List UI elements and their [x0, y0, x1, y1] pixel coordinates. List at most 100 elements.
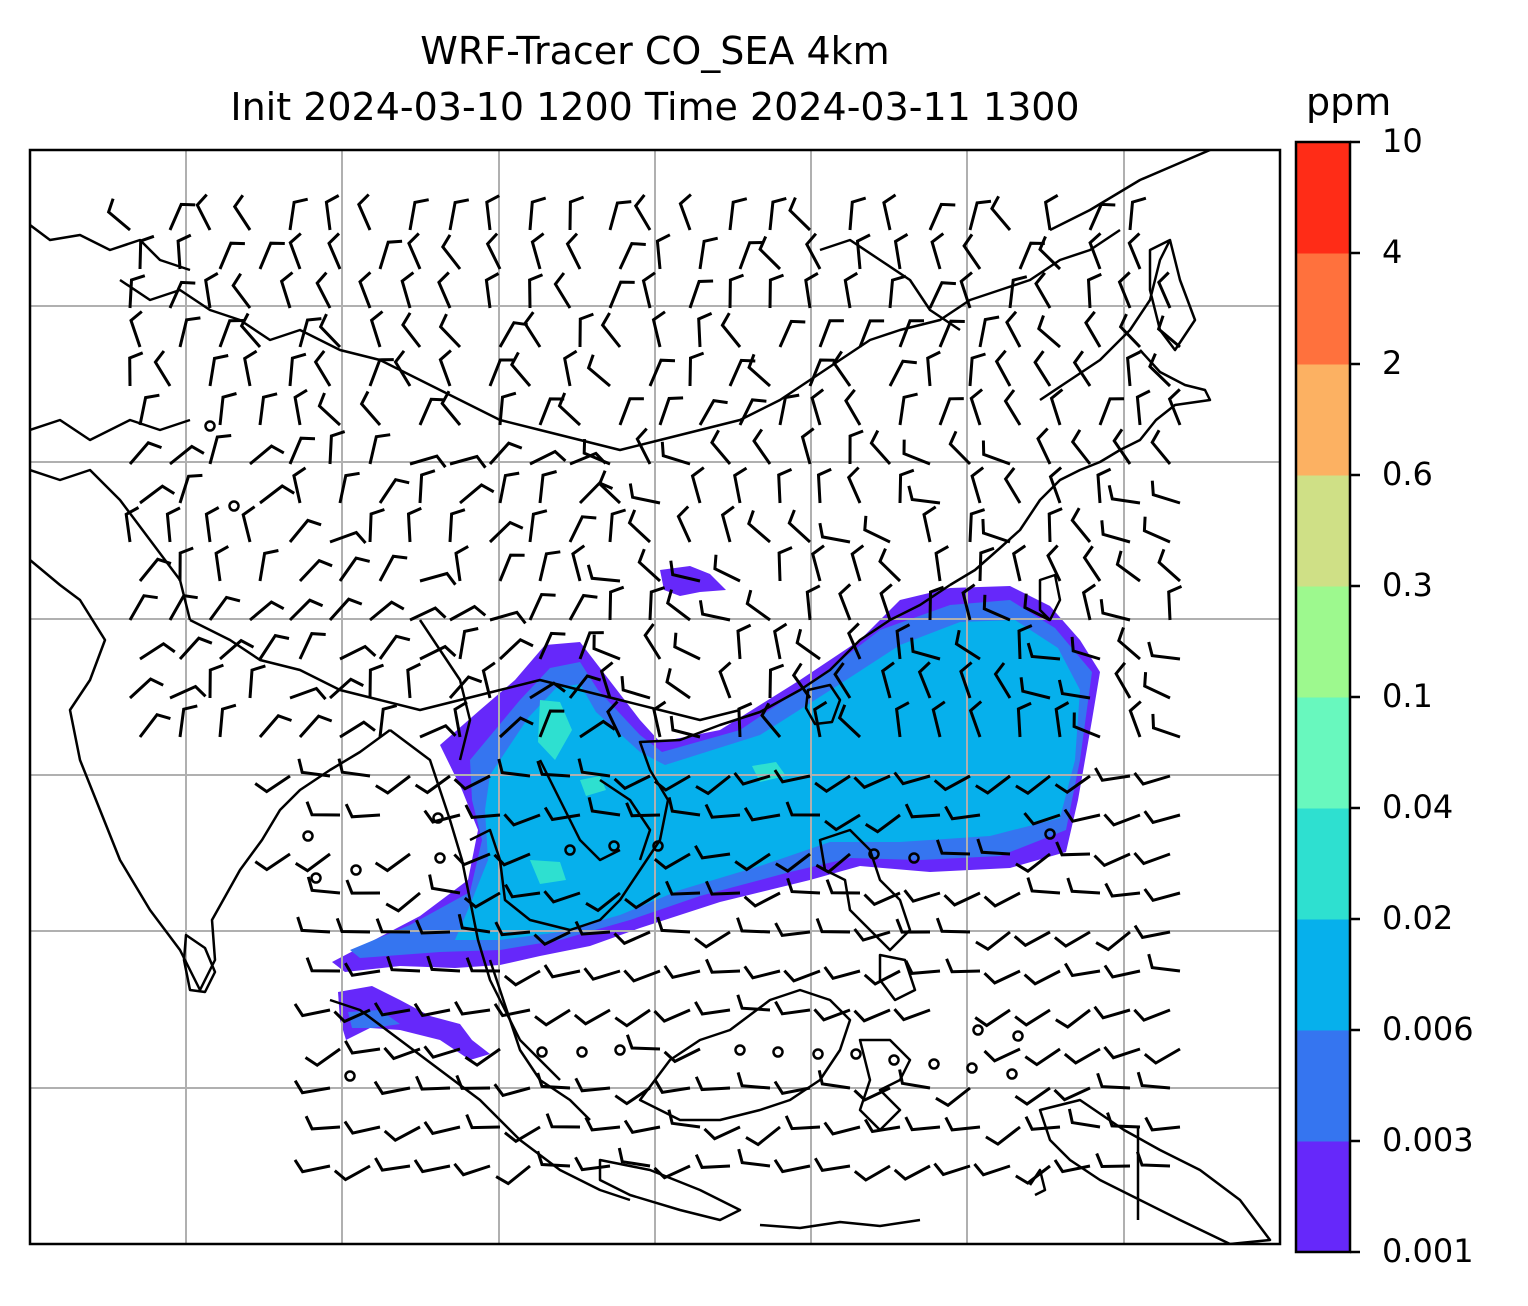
map-frame: [28, 148, 1282, 1246]
wind-barb: [195, 193, 212, 231]
wind-barb: [455, 1074, 491, 1090]
wind-barb: [530, 232, 545, 270]
colorbar-tick-label: 2: [1382, 344, 1403, 382]
wind-barb: [1167, 388, 1182, 426]
wind-barb: [633, 193, 652, 231]
tracer-plume: [332, 566, 1100, 1060]
wind-barb: [736, 623, 752, 660]
wind-barb: [168, 593, 198, 621]
india-coast: [30, 559, 391, 992]
wind-barb: [1143, 888, 1181, 903]
calm-wind-circle: [812, 1048, 824, 1060]
wind-barb: [778, 319, 806, 348]
wind-barb: [344, 803, 381, 819]
wind-barb: [747, 510, 771, 544]
wind-barb: [400, 271, 415, 309]
wind-barb: [614, 1008, 651, 1028]
wind-barb: [305, 957, 341, 973]
wind-barb: [1107, 484, 1141, 505]
wind-barb: [608, 200, 632, 231]
wind-barb: [760, 702, 782, 738]
wind-barb: [917, 661, 932, 699]
wind-barb: [503, 1125, 541, 1144]
wind-barb: [694, 1076, 731, 1092]
wind-barb: [568, 195, 585, 231]
wind-barb: [720, 312, 742, 348]
wind-barb: [305, 801, 341, 817]
wind-barb: [1067, 1108, 1101, 1129]
wind-barb: [1133, 771, 1171, 786]
wind-barb: [823, 966, 861, 981]
wind-barb: [543, 964, 581, 979]
wind-barb: [124, 506, 140, 543]
wind-barb: [968, 352, 986, 387]
wind-barb: [485, 232, 502, 270]
wind-barb: [1115, 550, 1141, 583]
wind-barb: [688, 351, 705, 387]
wind-barbs: [106, 193, 1183, 1186]
wind-barb: [752, 428, 772, 465]
wind-barb: [817, 1069, 851, 1090]
wind-barb: [426, 955, 461, 973]
wind-barb: [453, 1162, 491, 1177]
wind-barb: [954, 629, 981, 661]
wind-barb: [503, 969, 541, 987]
wind-barb: [816, 467, 832, 504]
wind-barb: [617, 1147, 651, 1168]
wind-barb: [922, 505, 937, 543]
wind-barb: [258, 392, 278, 426]
wind-barb: [978, 546, 995, 582]
wind-barb: [745, 1125, 781, 1147]
wind-barb: [981, 440, 1011, 466]
wind-barb: [258, 633, 290, 660]
wind-barb: [808, 358, 835, 387]
calm-wind-circle: [888, 1054, 900, 1066]
wind-barb: [787, 509, 812, 544]
wind-barb: [338, 556, 371, 582]
wind-barb: [258, 714, 293, 738]
wind-barb: [623, 969, 661, 983]
wind-barb: [838, 583, 852, 621]
wind-barb: [1026, 877, 1061, 895]
wind-barb: [705, 880, 741, 896]
wind-barb: [440, 234, 462, 270]
wind-barb: [306, 876, 341, 895]
wind-barb: [139, 641, 176, 661]
wind-barb: [579, 719, 616, 739]
wind-barb: [774, 922, 811, 938]
wind-barb: [975, 774, 1011, 795]
wind-barb: [586, 564, 621, 583]
wind-barb: [138, 393, 160, 426]
plume-level-002: [530, 700, 786, 884]
wind-barb: [720, 505, 735, 543]
calm-wind-circle: [434, 852, 446, 864]
wind-barb: [1053, 1159, 1091, 1174]
wind-barb: [543, 806, 581, 822]
wind-barb: [401, 312, 422, 348]
wind-barb: [1047, 507, 1063, 543]
wind-barb: [815, 917, 851, 934]
wind-barb: [279, 271, 294, 309]
calm-wind-circle: [652, 840, 664, 852]
wind-barb: [1024, 1047, 1061, 1067]
wind-barb: [733, 771, 771, 786]
wind-barb: [168, 280, 196, 309]
wind-barb: [258, 241, 285, 270]
himalaya-border: [119, 228, 1121, 452]
wind-barb: [1104, 882, 1141, 898]
wind-barb: [153, 350, 172, 387]
wind-barb: [791, 662, 812, 699]
wind-barb: [653, 1008, 691, 1023]
wind-barb: [1070, 429, 1092, 465]
wind-barb: [457, 913, 491, 934]
wind-barb: [976, 838, 1011, 856]
wind-barb: [1024, 1116, 1061, 1131]
wind-barb: [488, 358, 515, 387]
wind-barb: [768, 196, 787, 231]
wind-barb: [656, 916, 691, 934]
wind-barb: [1084, 310, 1102, 348]
calm-wind-circle: [608, 840, 620, 852]
wind-barb: [138, 234, 155, 270]
wind-barb: [568, 593, 598, 621]
wind-barb: [543, 890, 581, 904]
